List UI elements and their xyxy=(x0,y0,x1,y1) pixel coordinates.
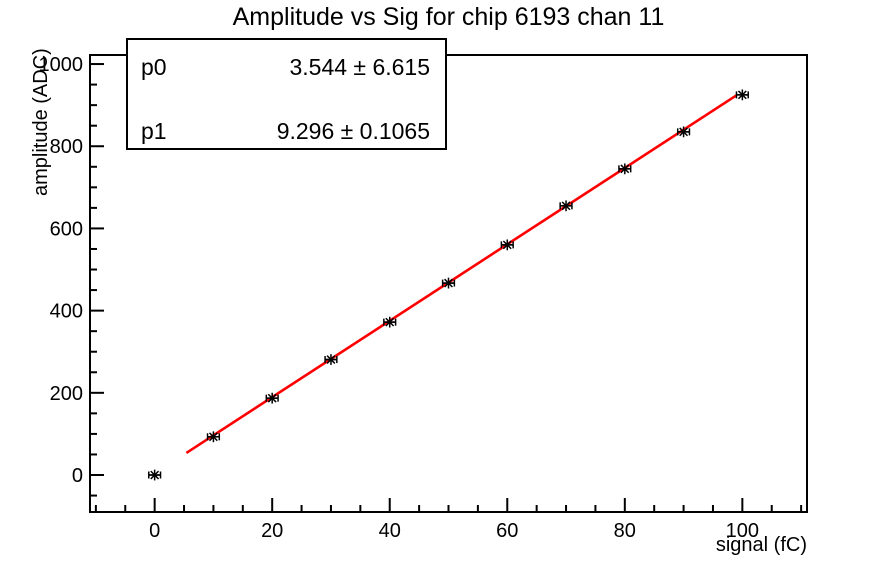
param-value-p0: 3.544 ± 6.615 xyxy=(289,53,430,80)
marker-arm xyxy=(502,240,512,250)
data-point xyxy=(383,316,397,328)
y-tick-label: 600 xyxy=(50,218,83,240)
y-tick-label: 200 xyxy=(50,383,83,405)
marker-arm xyxy=(444,278,453,288)
param-value-p1: 9.296 ± 0.1065 xyxy=(276,117,430,144)
data-point xyxy=(265,392,279,404)
x-tick-label: 20 xyxy=(261,520,283,542)
data-point xyxy=(559,200,573,212)
marker-arm xyxy=(679,127,689,137)
y-tick-label: 1000 xyxy=(39,54,84,76)
marker-arm xyxy=(561,201,571,211)
marker-arm xyxy=(737,90,747,100)
data-point xyxy=(676,126,691,138)
data-point xyxy=(441,277,456,289)
data-point xyxy=(735,89,749,101)
marker-arm xyxy=(620,164,630,174)
x-tick-label: 80 xyxy=(614,520,636,542)
y-tick-label: 0 xyxy=(72,465,83,487)
fit-line xyxy=(185,94,738,455)
marker-arm xyxy=(326,355,336,364)
data-point xyxy=(148,469,162,481)
marker-arm xyxy=(150,470,160,480)
x-axis-title: signal (fC) xyxy=(715,534,807,556)
chart-title: Amplitude vs Sig for chip 6193 chan 11 xyxy=(232,3,665,31)
data-point xyxy=(324,354,338,365)
y-tick-label: 800 xyxy=(50,136,83,158)
stats-row-p0: p0 3.544 ± 6.615 xyxy=(141,52,430,82)
x-tick-label: 100 xyxy=(726,520,759,542)
marker-arm xyxy=(267,393,277,403)
marker-arm xyxy=(208,432,218,442)
marker-arm xyxy=(385,317,395,327)
stats-row-p1: p1 9.296 ± 0.1065 xyxy=(141,116,430,146)
fit-stats-box: p0 3.544 ± 6.615 p1 9.296 ± 0.1065 xyxy=(126,38,447,150)
x-tick-label: 0 xyxy=(149,520,160,542)
x-tick-label: 40 xyxy=(379,520,401,542)
x-tick-label: 60 xyxy=(496,520,518,542)
param-name-p0: p0 xyxy=(141,53,167,80)
data-point xyxy=(618,163,632,175)
data-point xyxy=(206,431,221,443)
data-point xyxy=(500,239,514,251)
y-tick-label: 400 xyxy=(50,301,83,323)
param-name-p1: p1 xyxy=(141,117,167,144)
